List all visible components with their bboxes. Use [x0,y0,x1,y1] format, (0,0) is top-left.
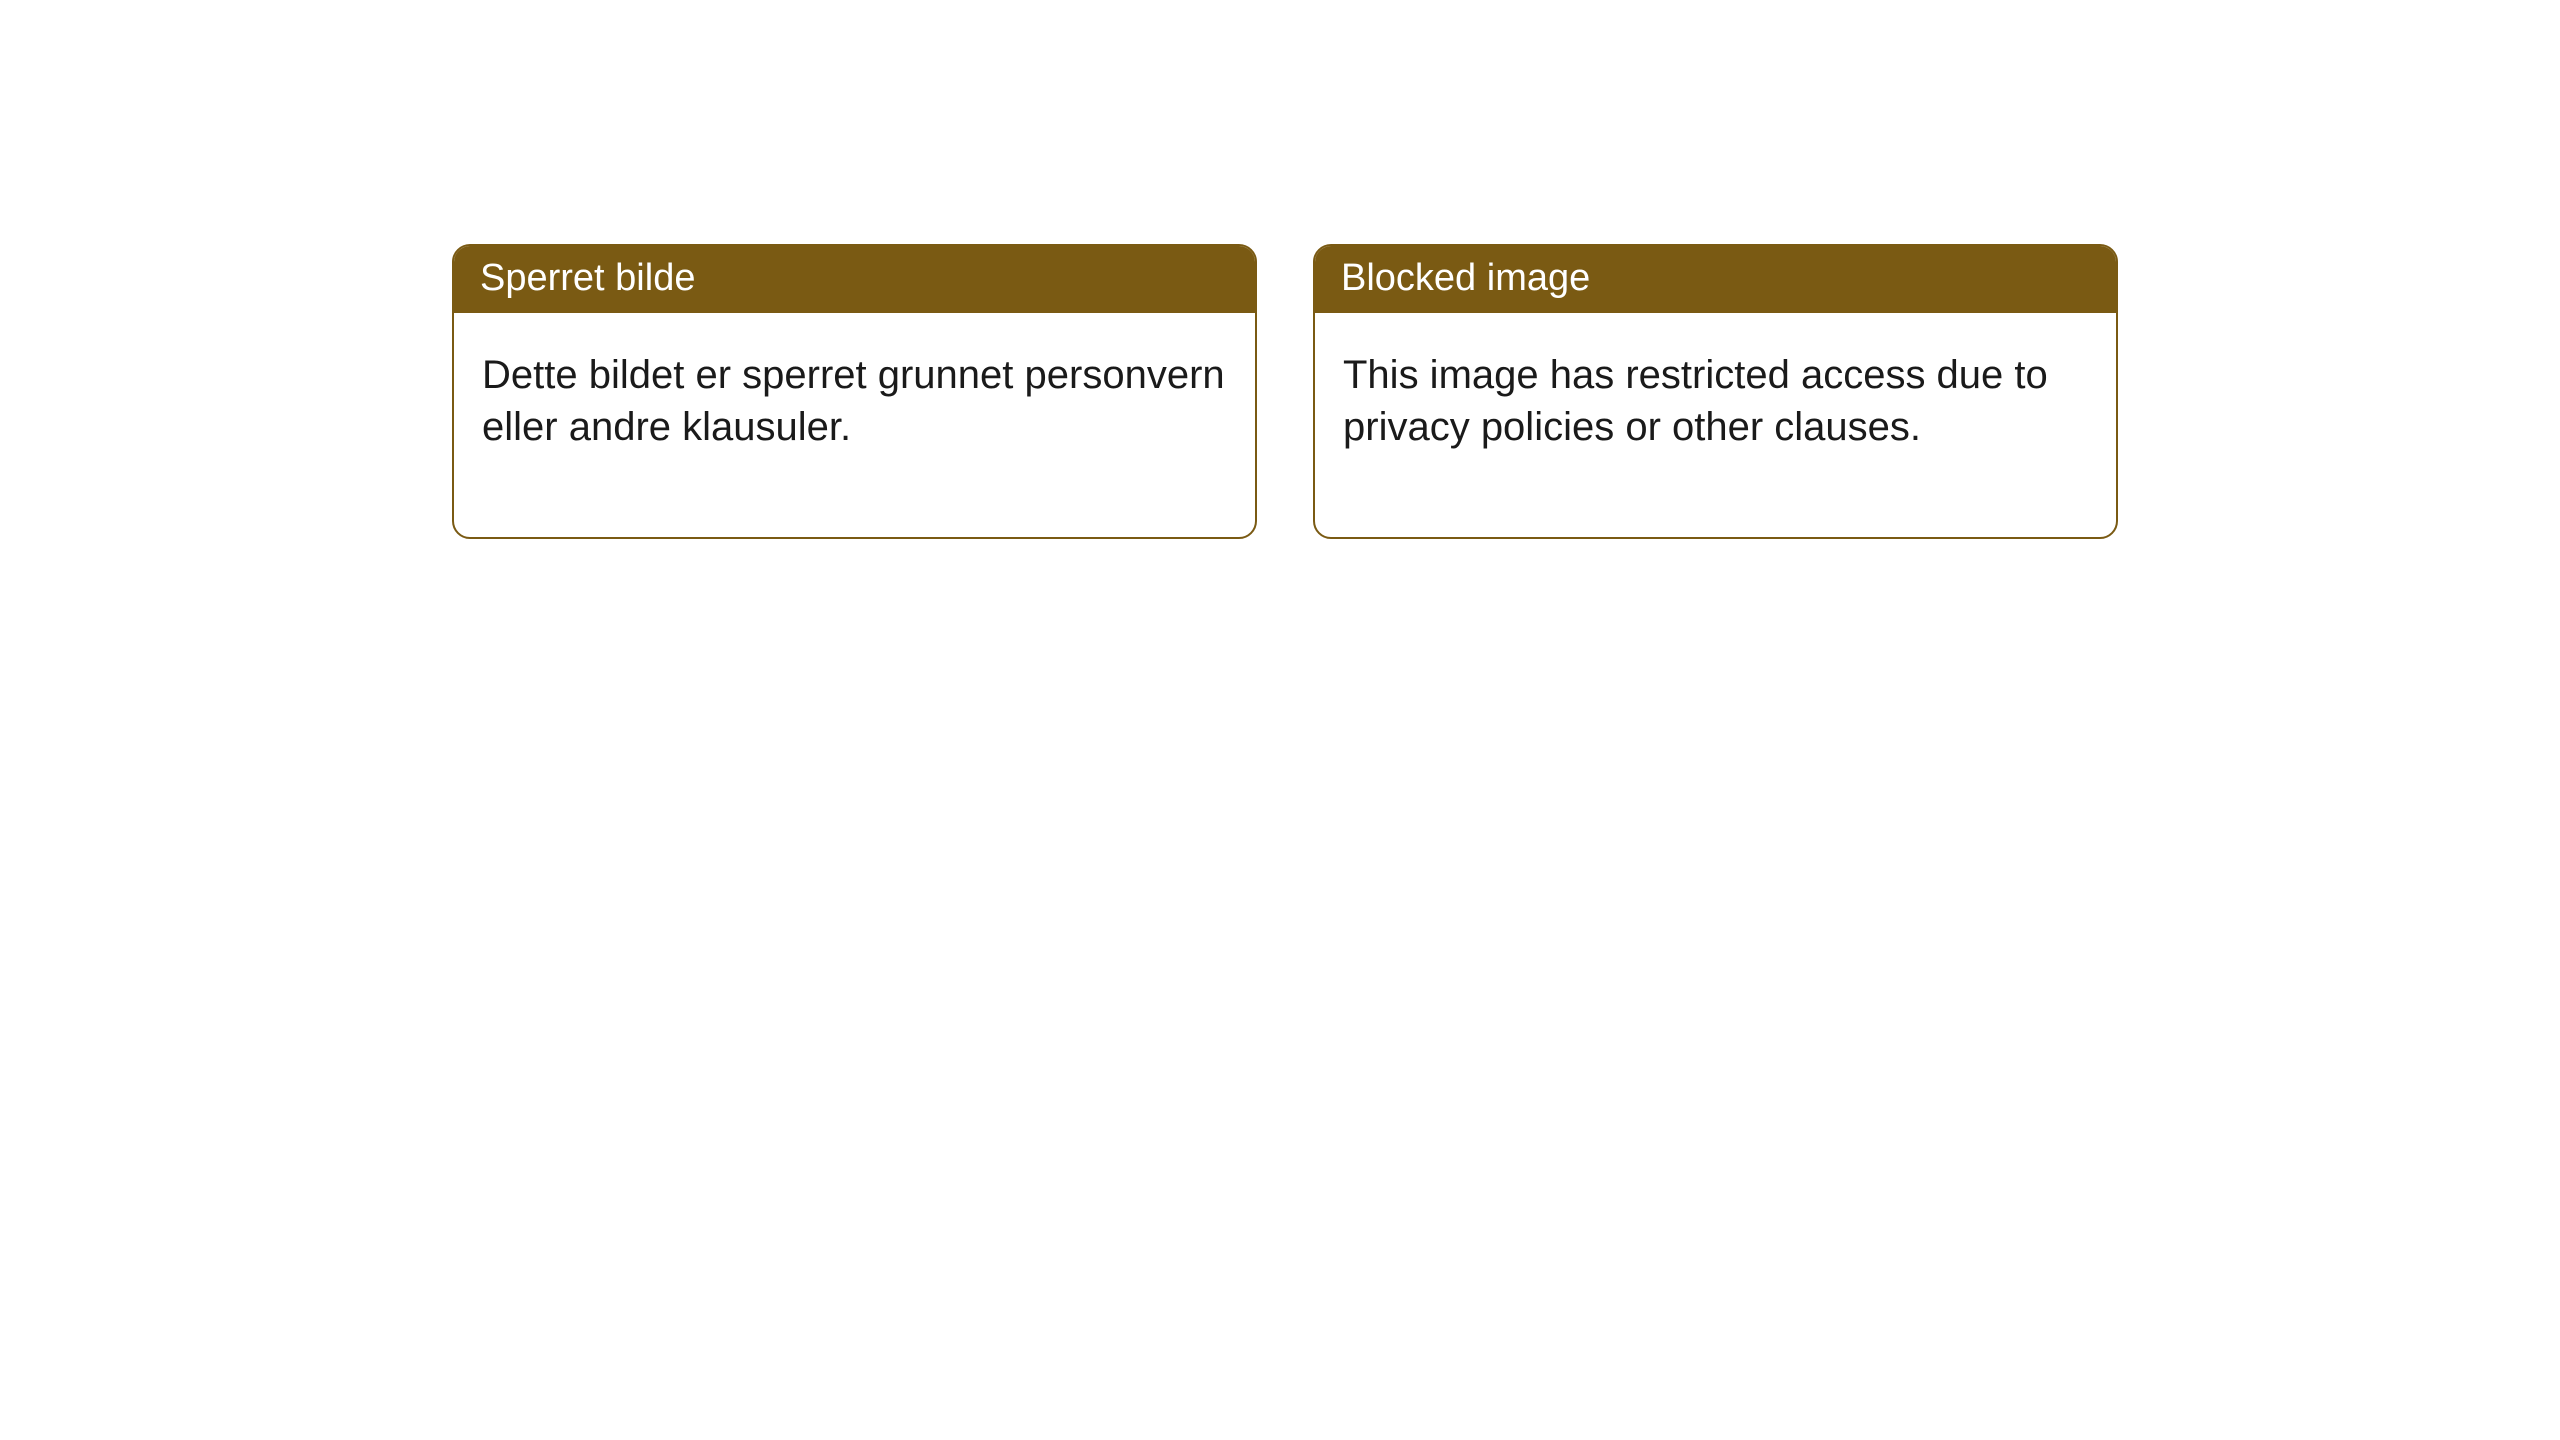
notice-row: Sperret bilde Dette bildet er sperret gr… [0,0,2560,539]
notice-body-english: This image has restricted access due to … [1315,313,2116,537]
notice-card-norwegian: Sperret bilde Dette bildet er sperret gr… [452,244,1257,539]
notice-title-english: Blocked image [1315,246,2116,313]
notice-title-norwegian: Sperret bilde [454,246,1255,313]
notice-body-norwegian: Dette bildet er sperret grunnet personve… [454,313,1255,537]
notice-card-english: Blocked image This image has restricted … [1313,244,2118,539]
